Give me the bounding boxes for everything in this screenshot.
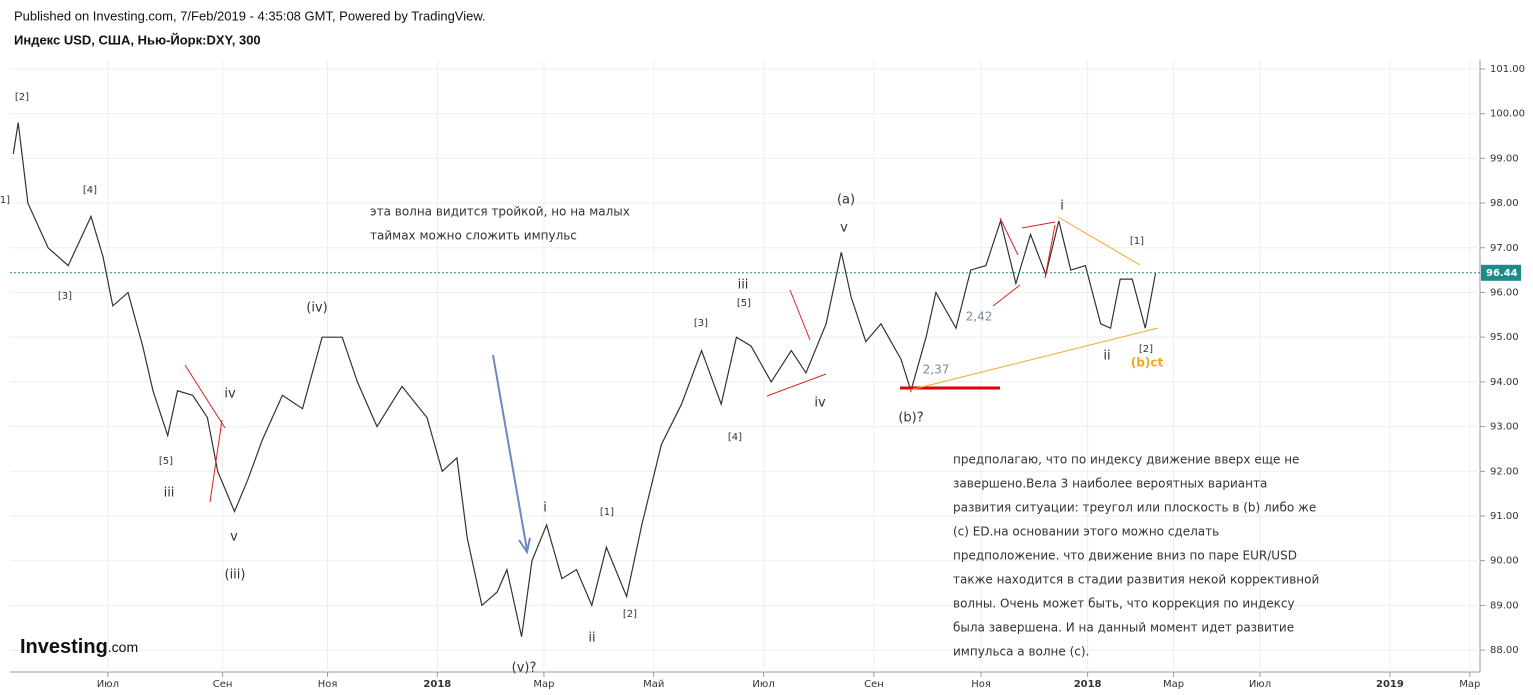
x-tick-label: Июл bbox=[97, 679, 119, 690]
y-tick-label: 92.00 bbox=[1490, 466, 1519, 477]
wave-label: (v)? bbox=[512, 661, 537, 676]
comment-line: была завершена. И на данный момент идет … bbox=[953, 621, 1294, 635]
wave-label: [2] bbox=[623, 609, 637, 620]
wave-label: ii bbox=[1103, 349, 1110, 364]
trendline bbox=[909, 327, 1159, 391]
x-tick-label: Мар bbox=[533, 679, 554, 690]
trendline bbox=[184, 364, 226, 429]
trendline bbox=[1044, 224, 1056, 279]
x-tick-label: Сен bbox=[864, 679, 884, 690]
note-line: таймах можно сложить импульс bbox=[370, 229, 577, 243]
x-tick-label: Июл bbox=[752, 679, 774, 690]
x-tick-label: 2019 bbox=[1376, 679, 1404, 690]
price-line bbox=[12, 122, 1157, 637]
x-tick-label: 2018 bbox=[1074, 679, 1102, 690]
wave-label: [1] bbox=[0, 195, 10, 206]
x-tick-label: Сен bbox=[213, 679, 233, 690]
logo-brand: Investing bbox=[20, 636, 108, 658]
x-tick-label: Май bbox=[643, 679, 664, 690]
last-price-box bbox=[1481, 264, 1521, 281]
wave-label: [2] bbox=[1139, 344, 1153, 355]
wave-label: 2,42 bbox=[966, 310, 993, 324]
y-tick-label: 90.00 bbox=[1490, 556, 1519, 567]
trendline bbox=[999, 217, 1019, 256]
wave-label: i bbox=[1060, 199, 1064, 214]
x-tick-label: Ноя bbox=[318, 679, 338, 690]
comment-line: развития ситуации: треугол или плоскость… bbox=[953, 501, 1316, 515]
wave-label: i bbox=[543, 501, 547, 516]
wave-label: iii bbox=[164, 486, 175, 501]
y-tick-label: 95.00 bbox=[1490, 332, 1519, 343]
wave-label: (b)? bbox=[898, 411, 923, 426]
wave-label: (a) bbox=[837, 193, 855, 208]
y-tick-label: 94.00 bbox=[1490, 377, 1519, 388]
y-tick-label: 89.00 bbox=[1490, 600, 1519, 611]
wave-label: (b)ct bbox=[1131, 356, 1164, 370]
trendline bbox=[209, 419, 223, 503]
comment-line: импульса а волне (с). bbox=[953, 645, 1089, 659]
arrow-head bbox=[518, 537, 531, 555]
wave-label: v bbox=[230, 530, 238, 545]
y-tick-label: 98.00 bbox=[1490, 198, 1519, 209]
wave-label: [4] bbox=[728, 432, 742, 443]
wave-label: ii bbox=[588, 631, 595, 646]
wave-label: (iv) bbox=[306, 301, 327, 316]
comment-line: волны. Очень может быть, что коррекция п… bbox=[953, 597, 1295, 611]
comment-line: также находится в стадии развития некой … bbox=[953, 573, 1319, 587]
x-tick-label: Ноя bbox=[971, 679, 991, 690]
x-tick-label: Июл bbox=[1249, 679, 1271, 690]
trendline bbox=[992, 284, 1021, 307]
y-tick-label: 91.00 bbox=[1490, 511, 1519, 522]
wave-label: [5] bbox=[159, 456, 173, 467]
header-published: Published on Investing.com, 7/Feb/2019 -… bbox=[14, 8, 486, 23]
comment-line: предполагаю, что по индексу движение вве… bbox=[953, 453, 1299, 467]
logo: Investing.com bbox=[20, 636, 138, 658]
y-tick-label: 100.00 bbox=[1490, 109, 1525, 120]
wave-label: [2] bbox=[15, 92, 29, 103]
logo-suffix: .com bbox=[108, 639, 138, 655]
y-tick-label: 93.00 bbox=[1490, 422, 1519, 433]
wave-label: [3] bbox=[694, 318, 708, 329]
trendline bbox=[789, 289, 811, 341]
x-tick-label: Мар bbox=[1163, 679, 1184, 690]
y-tick-label: 99.00 bbox=[1490, 153, 1519, 164]
wave-label: iv bbox=[814, 396, 826, 411]
trendline bbox=[1021, 221, 1056, 229]
wave-label: [1] bbox=[600, 507, 614, 518]
x-tick-label: Мар bbox=[1459, 679, 1480, 690]
wave-label: [4] bbox=[83, 185, 97, 196]
wave-label: [1] bbox=[1130, 236, 1144, 247]
wave-label: 2,37 bbox=[923, 363, 950, 377]
wave-label: iv bbox=[224, 387, 236, 402]
header-symbol: Индекс USD, США, Нью-Йорк:DXY, 300 bbox=[14, 32, 261, 47]
wave-label: [5] bbox=[737, 298, 751, 309]
wave-label: v bbox=[840, 221, 848, 236]
comment-line: завершено.Вела 3 наиболее вероятных вари… bbox=[953, 477, 1267, 491]
trendline bbox=[1057, 216, 1141, 266]
drawings bbox=[184, 216, 1159, 555]
comment-line: предположение. что движение вниз по паре… bbox=[953, 549, 1297, 563]
y-tick-label: 97.00 bbox=[1490, 243, 1519, 254]
trendline bbox=[766, 373, 827, 397]
last-price-label: 96.44 bbox=[1486, 268, 1518, 279]
arrow bbox=[492, 354, 528, 551]
y-tick-label: 101.00 bbox=[1490, 64, 1525, 75]
wave-label: [3] bbox=[58, 291, 72, 302]
y-tick-label: 96.00 bbox=[1490, 287, 1519, 298]
wave-label: iii bbox=[738, 278, 749, 293]
x-tick-label: 2018 bbox=[423, 679, 451, 690]
comment-line: (c) ED.на основании этого можно сделать bbox=[953, 525, 1219, 539]
y-tick-label: 88.00 bbox=[1490, 645, 1519, 656]
wave-label: (iii) bbox=[225, 568, 246, 583]
note-line: эта волна видится тройкой, но на малых bbox=[370, 205, 630, 219]
